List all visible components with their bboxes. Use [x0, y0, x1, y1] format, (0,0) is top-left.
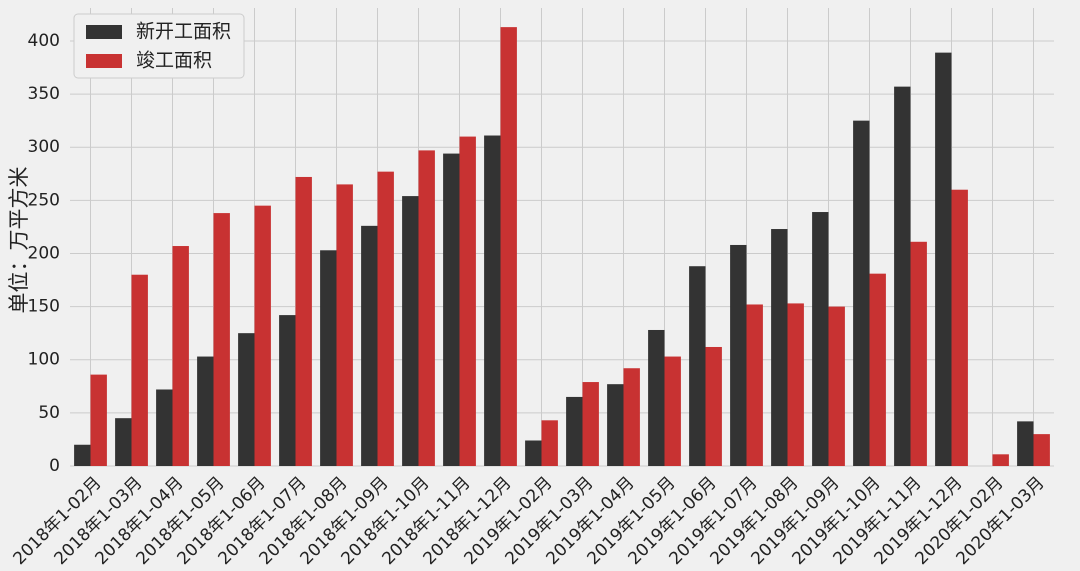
bar [705, 346, 722, 466]
bar [320, 250, 337, 466]
bar [894, 86, 911, 466]
bar [771, 229, 788, 466]
bar [459, 136, 476, 466]
bar [607, 384, 624, 466]
bar [1017, 421, 1034, 466]
bar [484, 135, 501, 466]
bar [254, 205, 271, 466]
bar [500, 27, 517, 466]
bar [279, 315, 296, 466]
bar [812, 212, 829, 466]
bar [746, 304, 763, 466]
bar [115, 418, 132, 466]
bar [131, 274, 148, 466]
bar [156, 389, 173, 466]
legend-swatch [86, 25, 122, 39]
bar [197, 356, 214, 466]
y-tick-label: 200 [28, 243, 60, 263]
bar [525, 440, 542, 466]
bar [664, 356, 681, 466]
bar [648, 329, 665, 466]
bar [730, 244, 747, 466]
legend-label: 新开工面积 [136, 21, 231, 43]
bar [541, 420, 558, 466]
y-tick-label: 0 [49, 456, 60, 476]
y-tick-label: 250 [28, 190, 60, 210]
bar [951, 189, 968, 467]
bar [418, 150, 435, 467]
y-axis-label: 单位：万平方米 [7, 167, 31, 314]
bar [377, 171, 394, 466]
bar [853, 120, 870, 466]
bar [582, 382, 599, 466]
bar [238, 333, 255, 466]
y-tick-label: 150 [28, 297, 60, 317]
bar [443, 153, 460, 466]
bar [172, 246, 189, 466]
bar [623, 368, 640, 466]
legend-label: 竣工面积 [136, 50, 212, 72]
legend-swatch [86, 54, 122, 68]
y-tick-label: 50 [38, 403, 60, 423]
bar [869, 273, 886, 466]
bar [361, 225, 378, 466]
bar [74, 444, 91, 466]
bar [90, 374, 107, 466]
y-tick-label: 400 [28, 31, 60, 51]
bar [935, 52, 952, 466]
bar [689, 266, 706, 466]
bar [295, 176, 312, 466]
bar [992, 454, 1009, 466]
bar [402, 196, 419, 466]
bar [910, 241, 927, 466]
bar [213, 213, 230, 466]
bar [1033, 434, 1050, 466]
y-tick-label: 350 [28, 84, 60, 104]
bar [787, 303, 804, 466]
bar [828, 306, 845, 466]
y-tick-label: 300 [28, 137, 60, 157]
bar [336, 184, 353, 466]
bar [566, 396, 583, 466]
y-tick-label: 100 [28, 350, 60, 370]
